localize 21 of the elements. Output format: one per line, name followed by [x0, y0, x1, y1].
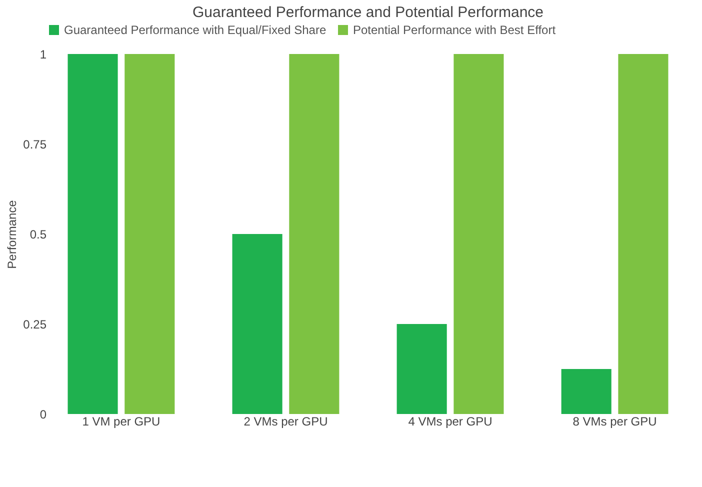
x-tick-label: 2 VMs per GPU: [244, 414, 328, 428]
x-tick-label: 8 VMs per GPU: [572, 414, 657, 428]
bar: [618, 54, 668, 414]
bar: [289, 54, 340, 414]
bar: [396, 324, 447, 414]
y-tick-label: 0.75: [23, 138, 47, 152]
legend-label: Guaranteed Performance with Equal/Fixed Share: [64, 23, 326, 37]
y-axis-title: Performance: [5, 200, 20, 269]
legend-label: Potential Performance with Best Effort: [353, 23, 556, 37]
bar: [68, 54, 118, 414]
y-tick-label: 0.5: [30, 228, 47, 242]
bar: [124, 54, 175, 414]
x-tick-label: 1 VM per GPU: [82, 414, 160, 428]
bar: [232, 234, 282, 414]
y-tick-label: 0: [40, 408, 47, 422]
chart-title: Guaranteed Performance and Potential Performance: [192, 4, 544, 21]
bar: [454, 54, 504, 414]
bar: [561, 369, 612, 414]
y-tick-label: 1: [40, 48, 47, 62]
x-tick-label: 4 VMs per GPU: [408, 414, 492, 428]
y-tick-label: 0.25: [23, 318, 47, 332]
